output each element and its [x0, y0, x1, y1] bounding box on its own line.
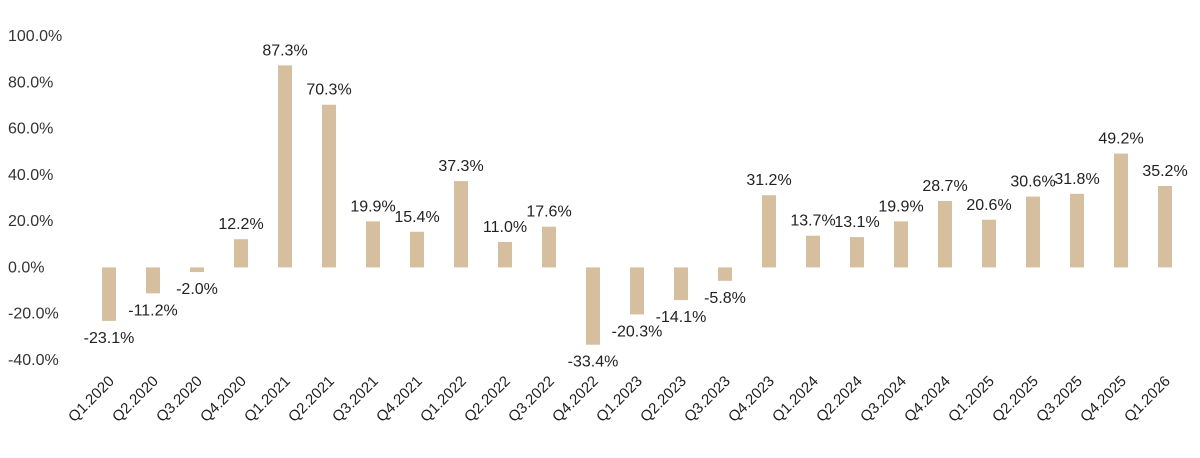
bar — [190, 267, 204, 273]
bar — [806, 235, 820, 268]
data-label: 15.4% — [394, 209, 439, 226]
bar — [366, 221, 380, 268]
bar — [630, 267, 644, 315]
data-label: 49.2% — [1098, 131, 1143, 148]
data-label: 17.6% — [526, 204, 571, 221]
x-tick-label: Q1.2026 — [1121, 373, 1174, 426]
bar — [762, 195, 776, 268]
y-tick-label: 60.0% — [8, 121, 53, 138]
x-tick-label: Q2.2022 — [461, 373, 514, 426]
data-label: 13.7% — [790, 213, 835, 230]
x-axis: Q1.2020Q2.2020Q3.2020Q4.2020Q1.2021Q2.20… — [65, 373, 1174, 426]
y-tick-label: 40.0% — [8, 167, 53, 184]
x-tick-label: Q2.2023 — [637, 373, 690, 426]
bar — [674, 267, 688, 301]
x-tick-label: Q3.2020 — [153, 373, 206, 426]
x-tick-label: Q1.2023 — [593, 373, 646, 426]
data-label: -2.0% — [176, 281, 218, 298]
bar — [278, 65, 292, 268]
bar — [850, 237, 864, 268]
x-tick-label: Q3.2025 — [1033, 373, 1086, 426]
data-label: 31.8% — [1054, 171, 1099, 188]
x-tick-label: Q1.2025 — [945, 373, 998, 426]
data-label: -5.8% — [704, 290, 746, 307]
x-tick-label: Q4.2024 — [901, 373, 954, 426]
bar — [146, 267, 160, 294]
y-tick-label: 80.0% — [8, 74, 53, 91]
data-label: 35.2% — [1142, 163, 1187, 180]
data-label: 37.3% — [438, 158, 483, 175]
data-label: 19.9% — [350, 198, 395, 215]
bar — [498, 241, 512, 268]
x-tick-label: Q2.2024 — [813, 373, 866, 426]
x-tick-label: Q1.2020 — [65, 373, 118, 426]
bar — [718, 267, 732, 281]
bars-group — [102, 65, 1172, 345]
data-label: -14.1% — [656, 309, 707, 326]
data-label: 19.9% — [878, 198, 923, 215]
bar — [894, 221, 908, 268]
x-tick-label: Q4.2023 — [725, 373, 778, 426]
y-tick-label: 100.0% — [8, 28, 62, 45]
x-tick-label: Q4.2020 — [197, 373, 250, 426]
x-tick-label: Q4.2021 — [373, 373, 426, 426]
data-label: 31.2% — [746, 172, 791, 189]
bar — [1070, 193, 1084, 268]
data-label: 12.2% — [218, 216, 263, 233]
bar — [1158, 185, 1172, 268]
x-tick-label: Q1.2021 — [241, 373, 294, 426]
bar — [410, 231, 424, 268]
data-label: 20.6% — [966, 197, 1011, 214]
bar — [1026, 196, 1040, 268]
y-axis: 100.0% 80.0% 60.0% 40.0% 20.0% 0.0% -20.0% -40.… — [8, 28, 62, 369]
bar — [586, 267, 600, 345]
data-label: 30.6% — [1010, 174, 1055, 191]
data-label: 13.1% — [834, 214, 879, 231]
data-labels-group: -23.1%-11.2%-2.0%12.2%87.3%70.3%19.9%15.… — [84, 42, 1188, 370]
x-tick-label: Q3.2021 — [329, 373, 382, 426]
bar — [454, 181, 468, 268]
x-tick-label: Q1.2022 — [417, 373, 470, 426]
y-tick-label: 0.0% — [8, 259, 44, 276]
data-label: 11.0% — [483, 219, 527, 236]
x-tick-label: Q2.2021 — [285, 373, 338, 426]
data-label: -23.1% — [84, 330, 135, 347]
data-label: -11.2% — [128, 302, 178, 319]
bar — [542, 226, 556, 268]
x-tick-label: Q3.2022 — [505, 373, 558, 426]
data-label: 87.3% — [262, 42, 307, 59]
bar — [938, 201, 952, 268]
x-tick-label: Q2.2025 — [989, 373, 1042, 426]
bar — [322, 104, 336, 268]
bar — [102, 267, 116, 321]
bar — [1114, 153, 1128, 268]
x-tick-label: Q4.2025 — [1077, 373, 1130, 426]
data-label: 70.3% — [306, 82, 351, 99]
data-label: -20.3% — [612, 323, 663, 340]
bar — [234, 239, 248, 268]
x-tick-label: Q2.2020 — [109, 373, 162, 426]
y-tick-label: -40.0% — [8, 352, 59, 369]
x-tick-label: Q1.2024 — [769, 373, 822, 426]
data-label: -33.4% — [568, 354, 619, 371]
x-tick-label: Q3.2023 — [681, 373, 734, 426]
y-tick-label: 20.0% — [8, 213, 53, 230]
y-tick-label: -20.0% — [8, 306, 59, 323]
data-label: 28.7% — [922, 178, 967, 195]
x-tick-label: Q4.2022 — [549, 373, 602, 426]
x-tick-label: Q3.2024 — [857, 373, 910, 426]
bar — [982, 219, 996, 268]
